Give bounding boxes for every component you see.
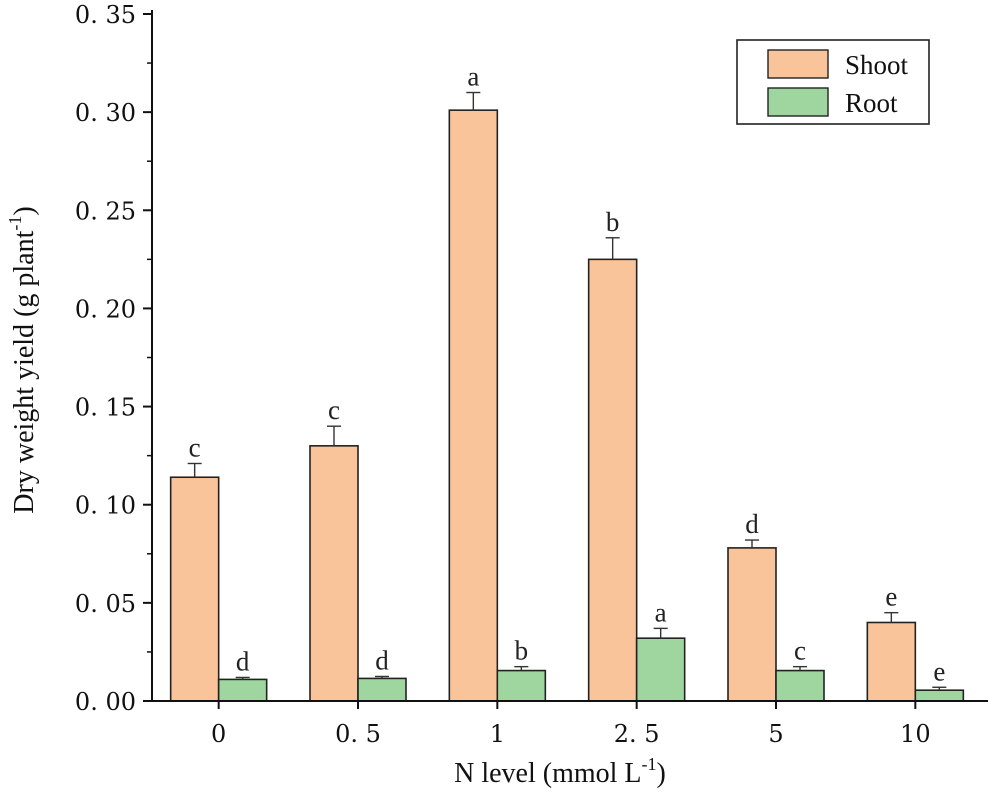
x-axis-title: N level (mmol L-1) xyxy=(454,754,666,789)
legend-label-shoot: Shoot xyxy=(845,50,909,80)
y-axis-title-suffix: ) xyxy=(9,206,40,215)
y-tick-label-6: 0. 30 xyxy=(75,99,136,127)
significance-label-root-0: d xyxy=(236,646,250,676)
significance-label-shoot-5: e xyxy=(885,582,897,612)
bar-shoot-2 xyxy=(448,109,499,702)
y-axis-title-main: Dry weight yield (g plant xyxy=(9,230,40,513)
x-tick-label-0: 0 xyxy=(211,720,226,748)
y-axis-title-sup: -1 xyxy=(5,216,25,231)
bar-root-4 xyxy=(775,669,825,702)
y-tick-label-1: 0. 05 xyxy=(75,590,136,618)
legend-swatch-shoot xyxy=(767,49,829,79)
significance-label-shoot-4: d xyxy=(745,509,759,539)
y-axis-title: Dry weight yield (g plant-1) xyxy=(5,206,40,513)
y-tick-label-4: 0. 20 xyxy=(75,295,136,323)
bar-shoot-1 xyxy=(309,445,359,702)
x-tick-label-5: 10 xyxy=(900,720,931,748)
y-tick-label-7: 0. 35 xyxy=(75,1,136,29)
bar-root-3 xyxy=(635,637,686,702)
x-tick-label-4: 5 xyxy=(768,720,783,748)
y-tick-label-2: 0. 10 xyxy=(75,492,136,520)
y-tick-label-0: 0. 00 xyxy=(75,688,136,716)
bar-shoot-5 xyxy=(866,621,917,702)
x-tick-label-3: 2. 5 xyxy=(614,720,660,748)
bar-root-2 xyxy=(496,669,547,702)
significance-label-root-1: d xyxy=(375,645,389,675)
x-tick-label-1: 0. 5 xyxy=(335,720,381,748)
significance-label-shoot-2: a xyxy=(467,62,479,92)
significance-label-root-4: c xyxy=(794,636,806,666)
bar-root-5 xyxy=(914,689,965,702)
significance-label-root-5: e xyxy=(933,656,945,686)
significance-label-shoot-1: c xyxy=(328,395,340,425)
y-tick-label-3: 0. 15 xyxy=(75,394,136,422)
x-axis-title-suffix: ) xyxy=(657,758,666,789)
significance-label-root-2: b xyxy=(515,636,529,666)
bar-shoot-3 xyxy=(587,258,638,702)
legend-swatch-root xyxy=(767,87,829,117)
significance-label-root-3: a xyxy=(655,597,667,627)
bar-shoot-4 xyxy=(727,547,777,702)
axes-layer: 0. 00 0. 05 0. 10 0. 15 0. 20 0. 25 0. 30 0. 35… xyxy=(75,1,988,748)
bars-layer: c c a b d e d d b a c e xyxy=(169,62,965,702)
bar-root-1 xyxy=(357,677,407,702)
significance-label-shoot-0: c xyxy=(189,432,201,462)
significance-label-shoot-3: b xyxy=(606,207,620,237)
legend-label-root: Root xyxy=(845,88,898,118)
x-tick-label-2: 1 xyxy=(490,720,505,748)
bar-shoot-0 xyxy=(169,476,220,702)
x-axis-title-sup: -1 xyxy=(642,754,657,774)
bar-root-0 xyxy=(217,678,268,702)
y-tick-label-5: 0. 25 xyxy=(75,197,136,225)
x-axis-title-main: N level (mmol L xyxy=(454,758,641,789)
legend: Shoot Root xyxy=(736,39,930,125)
